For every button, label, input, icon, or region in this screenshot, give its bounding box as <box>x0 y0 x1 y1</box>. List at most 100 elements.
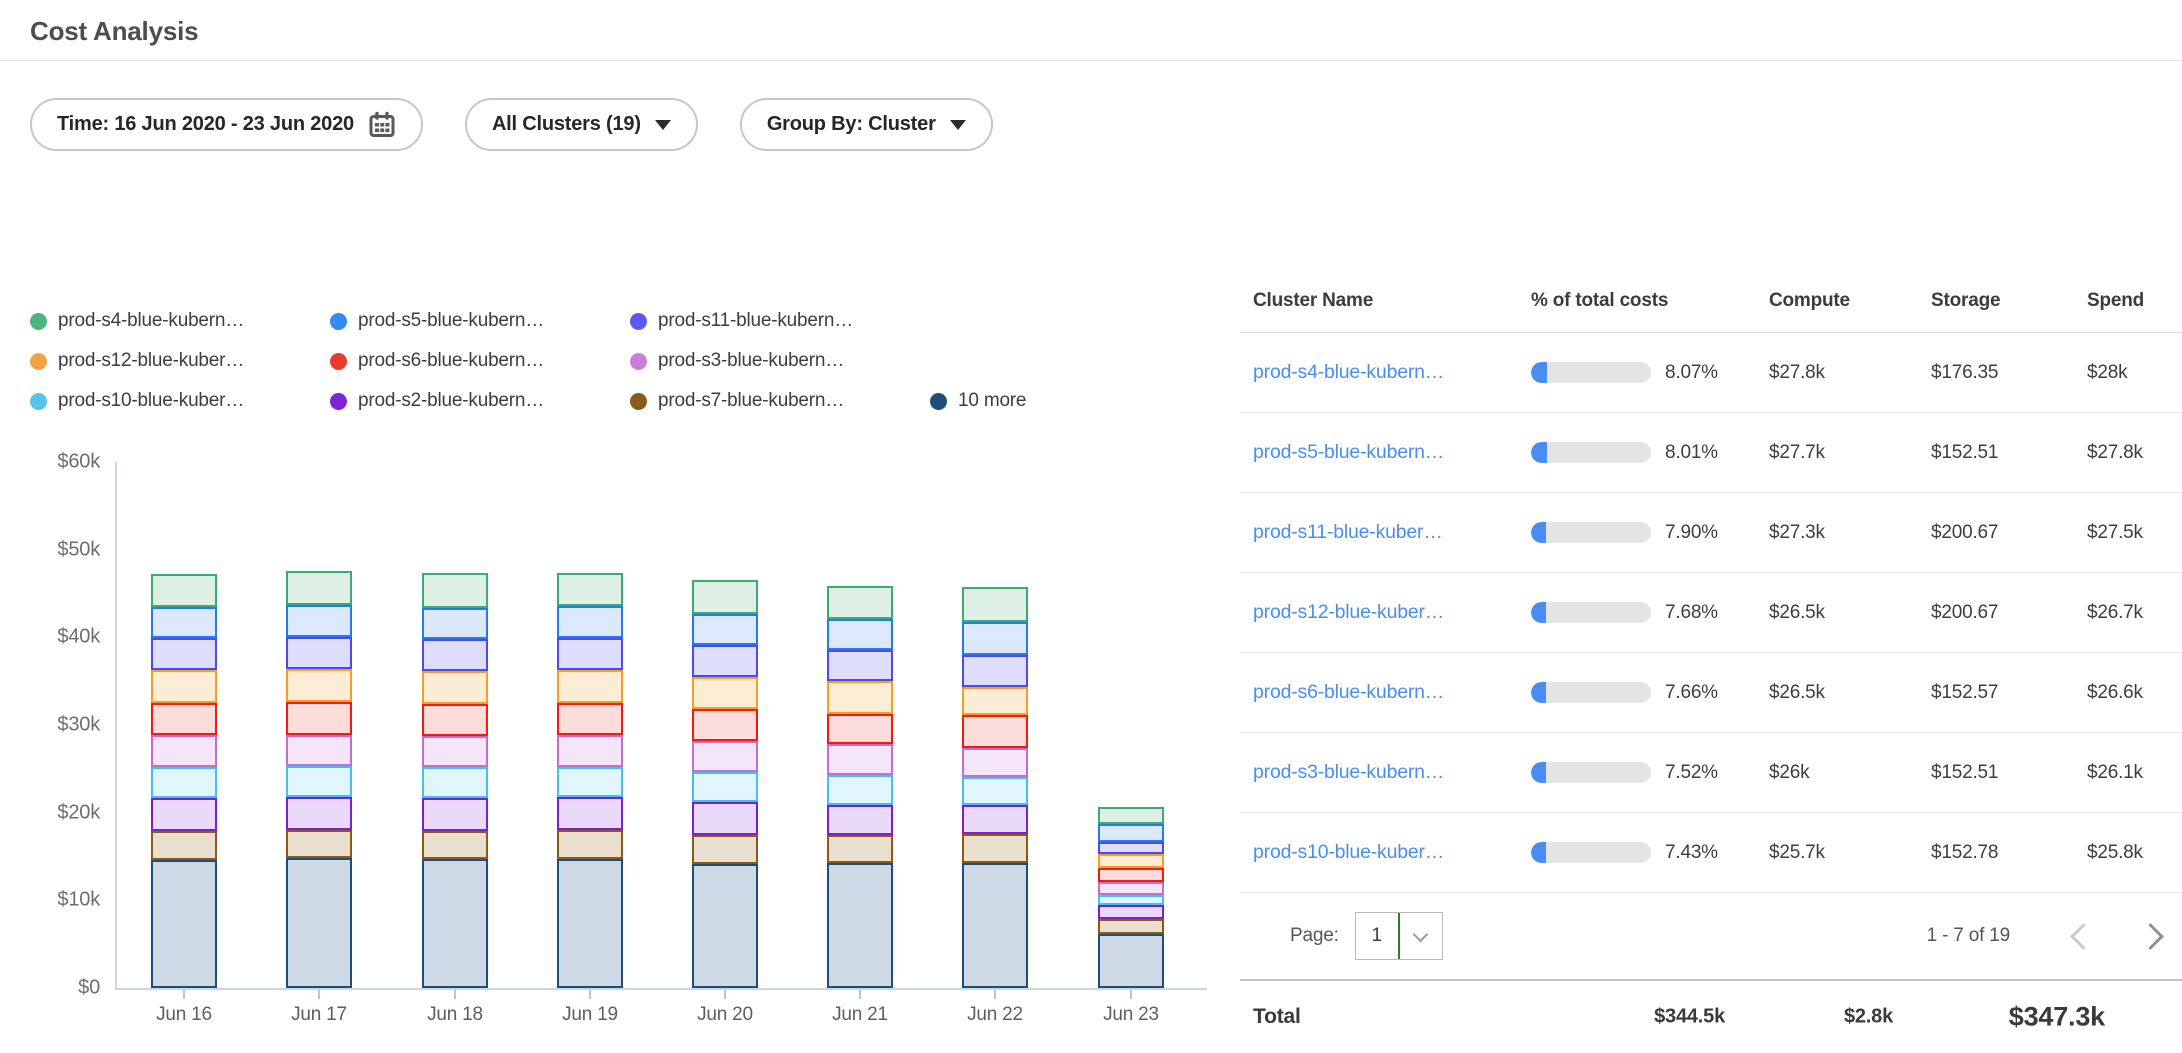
bar-segment[interactable] <box>151 670 217 703</box>
bar-segment[interactable] <box>151 638 217 670</box>
legend-item[interactable]: prod-s2-blue-kubern… <box>330 381 630 421</box>
bar-segment[interactable] <box>422 798 488 831</box>
bar-segment[interactable] <box>1098 842 1164 854</box>
bar-segment[interactable] <box>1098 882 1164 895</box>
bar-segment[interactable] <box>422 671 488 704</box>
legend-item[interactable]: prod-s3-blue-kubern… <box>630 341 930 381</box>
bar-segment[interactable] <box>151 574 217 607</box>
bar-segment[interactable] <box>692 864 758 988</box>
bar-segment[interactable] <box>422 859 488 988</box>
bar-segment[interactable] <box>286 637 352 669</box>
bar-segment[interactable] <box>557 830 623 859</box>
bar-segment[interactable] <box>1098 824 1164 842</box>
bar-segment[interactable] <box>962 655 1028 687</box>
bar-segment[interactable] <box>286 735 352 767</box>
clusters-filter-dropdown[interactable]: All Clusters (19) <box>465 98 698 151</box>
legend-item[interactable]: prod-s4-blue-kubern… <box>30 301 330 341</box>
bar-segment[interactable] <box>1098 919 1164 934</box>
stacked-bar-jun-17[interactable] <box>286 571 352 988</box>
bar-segment[interactable] <box>827 835 893 862</box>
cluster-name-link[interactable]: prod-s5-blue-kubern… <box>1253 441 1515 464</box>
bar-segment[interactable] <box>286 571 352 605</box>
bar-segment[interactable] <box>827 650 893 682</box>
bar-segment[interactable] <box>286 669 352 702</box>
bar-segment[interactable] <box>286 797 352 830</box>
bar-segment[interactable] <box>422 573 488 607</box>
cluster-name-link[interactable]: prod-s11-blue-kuber… <box>1253 521 1515 544</box>
bar-segment[interactable] <box>692 645 758 677</box>
bar-segment[interactable] <box>692 741 758 773</box>
bar-segment[interactable] <box>962 805 1028 834</box>
cluster-name-link[interactable]: prod-s12-blue-kuber… <box>1253 601 1515 624</box>
bar-segment[interactable] <box>557 573 623 606</box>
bar-segment[interactable] <box>962 777 1028 805</box>
bar-segment[interactable] <box>286 766 352 797</box>
cluster-name-link[interactable]: prod-s10-blue-kuber… <box>1253 841 1515 864</box>
bar-segment[interactable] <box>151 831 217 860</box>
bar-segment[interactable] <box>962 715 1028 747</box>
bar-segment[interactable] <box>962 587 1028 621</box>
bar-segment[interactable] <box>827 805 893 836</box>
bar-segment[interactable] <box>1098 807 1164 825</box>
bar-segment[interactable] <box>962 748 1028 777</box>
bar-segment[interactable] <box>962 834 1028 863</box>
next-page-button[interactable] <box>2137 923 2164 950</box>
bar-segment[interactable] <box>151 607 217 639</box>
bar-segment[interactable] <box>422 736 488 768</box>
bar-segment[interactable] <box>827 714 893 745</box>
bar-segment[interactable] <box>151 860 217 988</box>
bar-segment[interactable] <box>827 619 893 650</box>
bar-segment[interactable] <box>286 702 352 734</box>
bar-segment[interactable] <box>1098 854 1164 868</box>
bar-segment[interactable] <box>557 735 623 767</box>
bar-segment[interactable] <box>692 772 758 802</box>
bar-segment[interactable] <box>1098 895 1164 905</box>
bar-segment[interactable] <box>422 704 488 736</box>
time-range-filter-button[interactable]: Time: 16 Jun 2020 - 23 Jun 2020 <box>30 98 423 151</box>
bar-segment[interactable] <box>827 586 893 619</box>
bar-segment[interactable] <box>962 863 1028 988</box>
legend-item[interactable]: prod-s10-blue-kuber… <box>30 381 330 421</box>
bar-segment[interactable] <box>827 681 893 713</box>
legend-item[interactable]: prod-s11-blue-kubern… <box>630 301 930 341</box>
bar-segment[interactable] <box>422 608 488 640</box>
bar-segment[interactable] <box>1098 934 1164 988</box>
bar-segment[interactable] <box>692 802 758 834</box>
legend-item[interactable]: prod-s12-blue-kuber… <box>30 341 330 381</box>
bar-segment[interactable] <box>692 614 758 646</box>
bar-segment[interactable] <box>962 622 1028 655</box>
bar-segment[interactable] <box>151 767 217 798</box>
bar-segment[interactable] <box>962 687 1028 715</box>
bar-segment[interactable] <box>557 703 623 735</box>
stacked-bar-jun-22[interactable] <box>962 587 1028 988</box>
previous-page-button[interactable] <box>2070 923 2097 950</box>
bar-segment[interactable] <box>827 775 893 805</box>
bar-segment[interactable] <box>557 767 623 797</box>
cluster-name-link[interactable]: prod-s3-blue-kubern… <box>1253 761 1515 784</box>
bar-segment[interactable] <box>422 639 488 671</box>
bar-segment[interactable] <box>827 863 893 988</box>
cluster-name-link[interactable]: prod-s4-blue-kubern… <box>1253 361 1515 384</box>
group-by-dropdown[interactable]: Group By: Cluster <box>740 98 993 151</box>
page-select[interactable]: 1 <box>1355 912 1443 960</box>
bar-segment[interactable] <box>422 831 488 859</box>
stacked-bar-jun-18[interactable] <box>422 573 488 988</box>
stacked-bar-jun-21[interactable] <box>827 586 893 988</box>
stacked-bar-jun-20[interactable] <box>692 580 758 988</box>
bar-segment[interactable] <box>286 858 352 988</box>
bar-segment[interactable] <box>422 767 488 798</box>
stacked-bar-jun-23[interactable] <box>1098 807 1164 988</box>
bar-segment[interactable] <box>557 606 623 638</box>
bar-segment[interactable] <box>692 677 758 709</box>
bar-segment[interactable] <box>286 605 352 637</box>
bar-segment[interactable] <box>692 709 758 741</box>
bar-segment[interactable] <box>557 797 623 830</box>
bar-segment[interactable] <box>286 830 352 858</box>
bar-segment[interactable] <box>692 835 758 864</box>
bar-segment[interactable] <box>151 798 217 831</box>
bar-segment[interactable] <box>827 744 893 775</box>
legend-item[interactable]: prod-s5-blue-kubern… <box>330 301 630 341</box>
stacked-bar-jun-19[interactable] <box>557 573 623 988</box>
bar-segment[interactable] <box>151 735 217 767</box>
legend-item[interactable]: 10 more <box>930 381 1036 421</box>
